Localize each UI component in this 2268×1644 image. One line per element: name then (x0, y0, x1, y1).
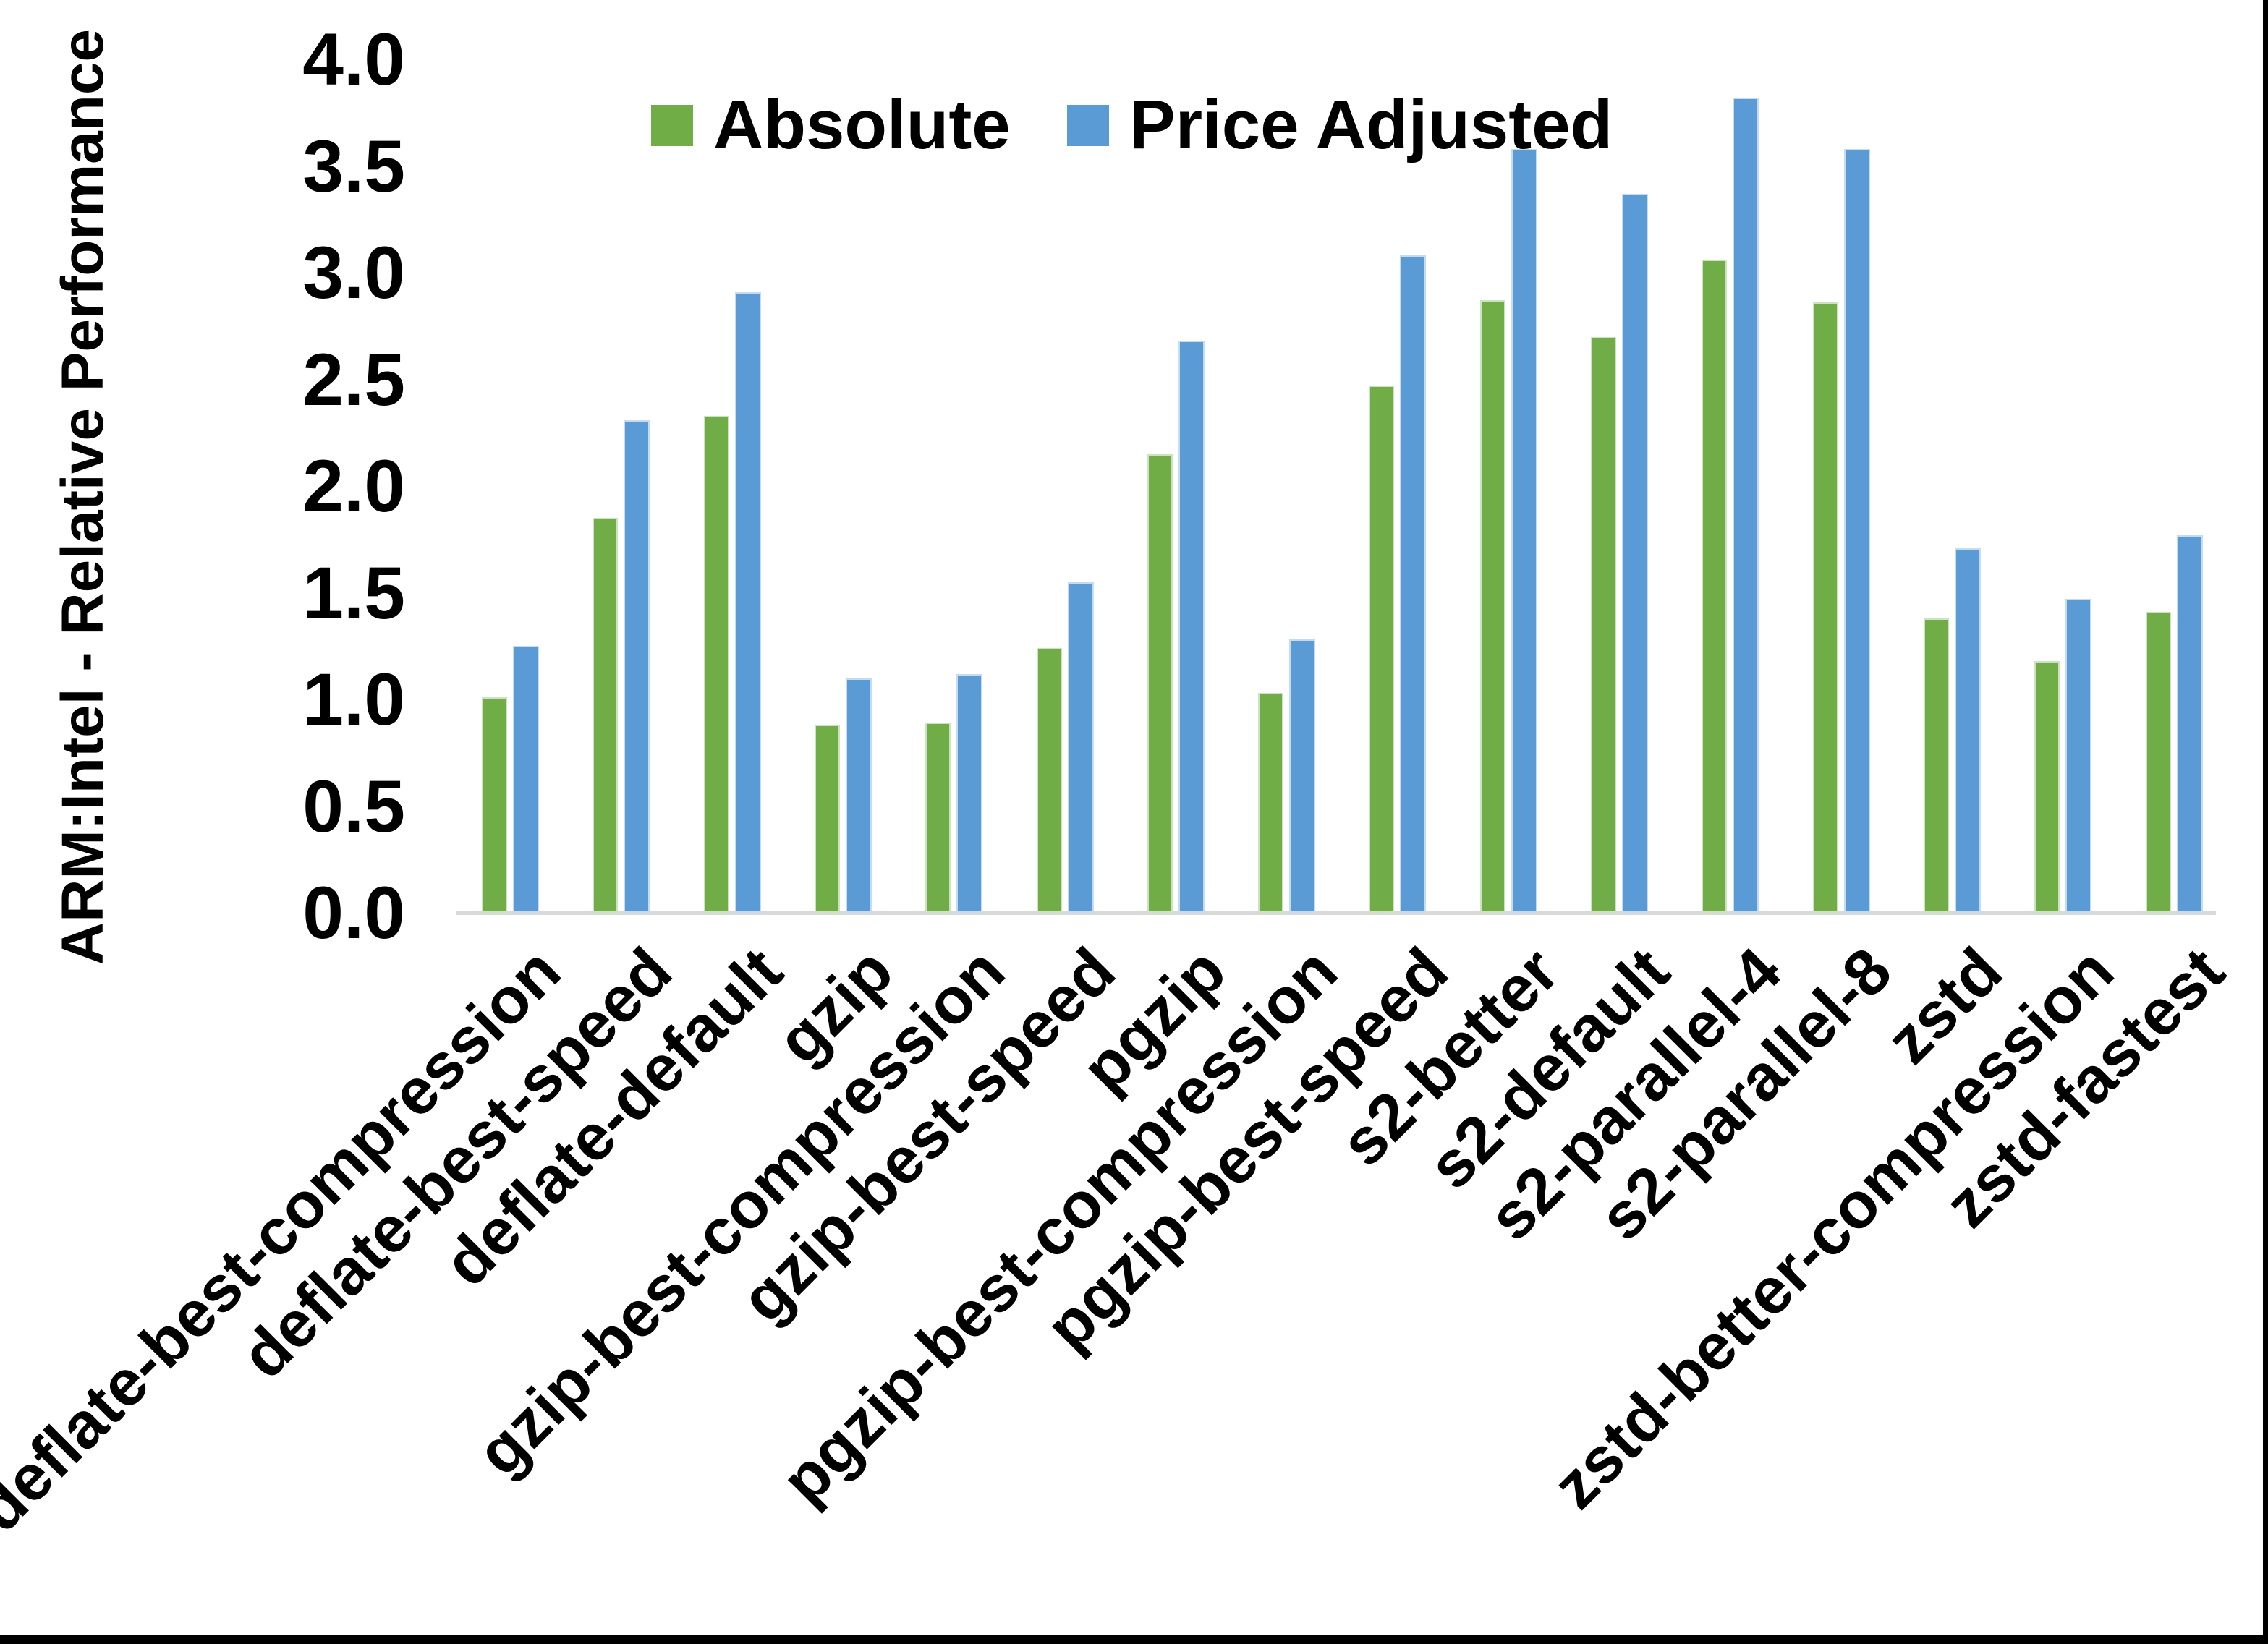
bar-zstd-better-compression-absolute (2034, 660, 2060, 913)
plot-area (456, 59, 2216, 915)
bar-deflate-default-price-adjusted (734, 291, 761, 913)
y-tick-label-1.0: 1.0 (302, 658, 405, 741)
bar-deflate-best-speed-price-adjusted (624, 419, 650, 913)
bar-pgzip-best-speed-price-adjusted (1400, 255, 1427, 913)
bar-pgzip-best-compression-price-adjusted (1289, 639, 1316, 913)
legend-label-price-adjusted: Price Adjusted (1129, 86, 1613, 163)
y-tick-label-3.0: 3.0 (302, 231, 405, 314)
bar-zstd-fastest-price-adjusted (2176, 534, 2203, 913)
bar-gzip-absolute (814, 725, 840, 913)
bar-s2-parallel-4-absolute (1702, 260, 1728, 913)
bar-gzip-price-adjusted (845, 678, 872, 913)
legend-item-price-adjusted: Price Adjusted (1066, 85, 1613, 165)
x-axis-line (456, 911, 2216, 915)
bar-deflate-best-compression-price-adjusted (513, 646, 539, 913)
bar-pgzip-absolute (1147, 453, 1173, 913)
bar-gzip-best-compression-price-adjusted (956, 673, 983, 913)
bar-deflate-best-compression-absolute (482, 697, 507, 913)
bar-s2-parallel-4-price-adjusted (1733, 98, 1759, 913)
legend-swatch-absolute (651, 104, 693, 146)
bar-s2-default-price-adjusted (1622, 193, 1648, 913)
bar-s2-parallel-8-absolute (1812, 302, 1838, 913)
bar-zstd-better-compression-price-adjusted (2065, 599, 2092, 913)
bar-s2-better-price-adjusted (1511, 148, 1537, 913)
bar-deflate-best-speed-absolute (593, 518, 619, 913)
legend-item-absolute: Absolute (651, 85, 1011, 165)
bar-gzip-best-compression-absolute (925, 723, 951, 913)
bar-s2-default-absolute (1591, 336, 1616, 913)
y-tick-label-0.0: 0.0 (302, 872, 405, 954)
bar-s2-better-absolute (1479, 300, 1505, 913)
bar-pgzip-best-speed-absolute (1369, 386, 1395, 913)
bar-deflate-default-absolute (703, 415, 729, 913)
bar-zstd-absolute (1923, 618, 1949, 913)
border-right (2263, 0, 2268, 1644)
y-tick-label-2.5: 2.5 (302, 338, 405, 421)
border-bottom (0, 1635, 2268, 1644)
y-tick-label-4.0: 4.0 (302, 18, 405, 101)
bar-s2-parallel-8-price-adjusted (1843, 148, 1870, 913)
y-tick-label-0.5: 0.5 (302, 764, 405, 848)
bar-gzip-best-speed-price-adjusted (1067, 582, 1094, 913)
bar-pgzip-best-compression-absolute (1258, 693, 1284, 913)
legend: Absolute Price Adjusted (651, 85, 1613, 165)
bar-pgzip-price-adjusted (1178, 341, 1205, 913)
bar-zstd-fastest-absolute (2145, 612, 2171, 913)
legend-label-absolute: Absolute (713, 86, 1011, 163)
y-tick-label-2.0: 2.0 (302, 445, 405, 527)
y-tick-label-1.5: 1.5 (302, 551, 405, 634)
legend-swatch-price-adjusted (1066, 104, 1109, 146)
bar-zstd-price-adjusted (1954, 548, 1981, 913)
y-tick-label-3.5: 3.5 (302, 124, 405, 208)
bar-gzip-best-speed-absolute (1036, 648, 1062, 913)
